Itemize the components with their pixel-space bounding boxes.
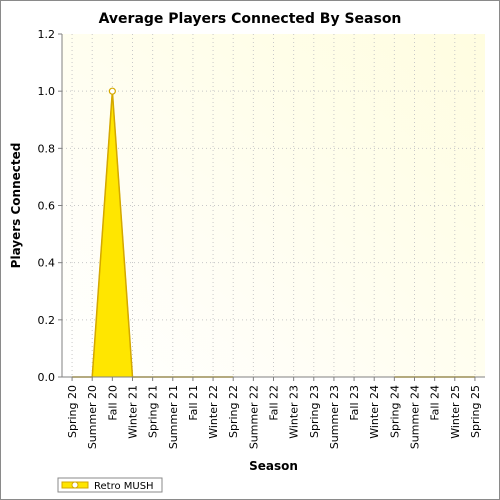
- legend-label: Retro MUSH: [94, 481, 154, 492]
- y-tick-label: 1.0: [38, 85, 56, 98]
- x-tick-label: Spring 25: [469, 385, 482, 438]
- x-tick-label: Fall 22: [268, 385, 281, 421]
- x-tick-label: Winter 24: [368, 385, 381, 439]
- y-tick-layer: 0.0 0.2 0.4 0.6 0.8 1.0 1.2: [38, 28, 62, 384]
- x-tick-label: Summer 23: [328, 385, 341, 449]
- y-tick-label: 0.2: [38, 314, 56, 327]
- x-tick-label: Spring 23: [308, 385, 321, 438]
- y-tick-label: 0.4: [38, 257, 56, 270]
- x-tick-label: Summer 24: [409, 385, 422, 449]
- x-tick-label: Winter 23: [288, 385, 301, 439]
- chart-title: Average Players Connected By Season: [99, 11, 402, 27]
- x-tick-label: Winter 21: [127, 385, 140, 439]
- legend-swatch: [61, 481, 89, 489]
- y-tick-label: 0.0: [38, 371, 56, 384]
- x-axis-label: Season: [249, 459, 298, 473]
- y-tick-label: 0.8: [38, 142, 56, 155]
- x-tick-label: Spring 22: [227, 385, 240, 438]
- x-tick-label: Spring 21: [147, 385, 160, 438]
- x-tick-label: Fall 21: [187, 385, 200, 421]
- legend-swatch-marker: [71, 481, 79, 489]
- y-tick-label: 0.6: [38, 200, 56, 213]
- x-tick-label: Spring 20: [66, 385, 79, 438]
- data-point: [108, 87, 116, 95]
- x-tick-label: Summer 21: [167, 385, 180, 449]
- y-axis-label: Players Connected: [9, 143, 23, 269]
- x-tick-label: Winter 25: [449, 385, 462, 439]
- x-tick-label: Fall 20: [106, 385, 119, 421]
- x-tick-label: Fall 24: [429, 385, 442, 421]
- x-tick-label: Spring 24: [388, 385, 401, 438]
- x-tick-label: Summer 22: [247, 385, 260, 449]
- x-tick-label: Fall 23: [348, 385, 361, 421]
- grid-layer: [62, 34, 485, 377]
- x-tick-label: Summer 20: [86, 385, 99, 449]
- x-tick-layer: Spring 20 Summer 20 Fall 20 Winter 21 Spring…: [66, 377, 482, 449]
- y-tick-label: 1.2: [38, 28, 56, 41]
- x-tick-label: Winter 22: [207, 385, 220, 439]
- legend: Retro MUSH: [57, 477, 163, 493]
